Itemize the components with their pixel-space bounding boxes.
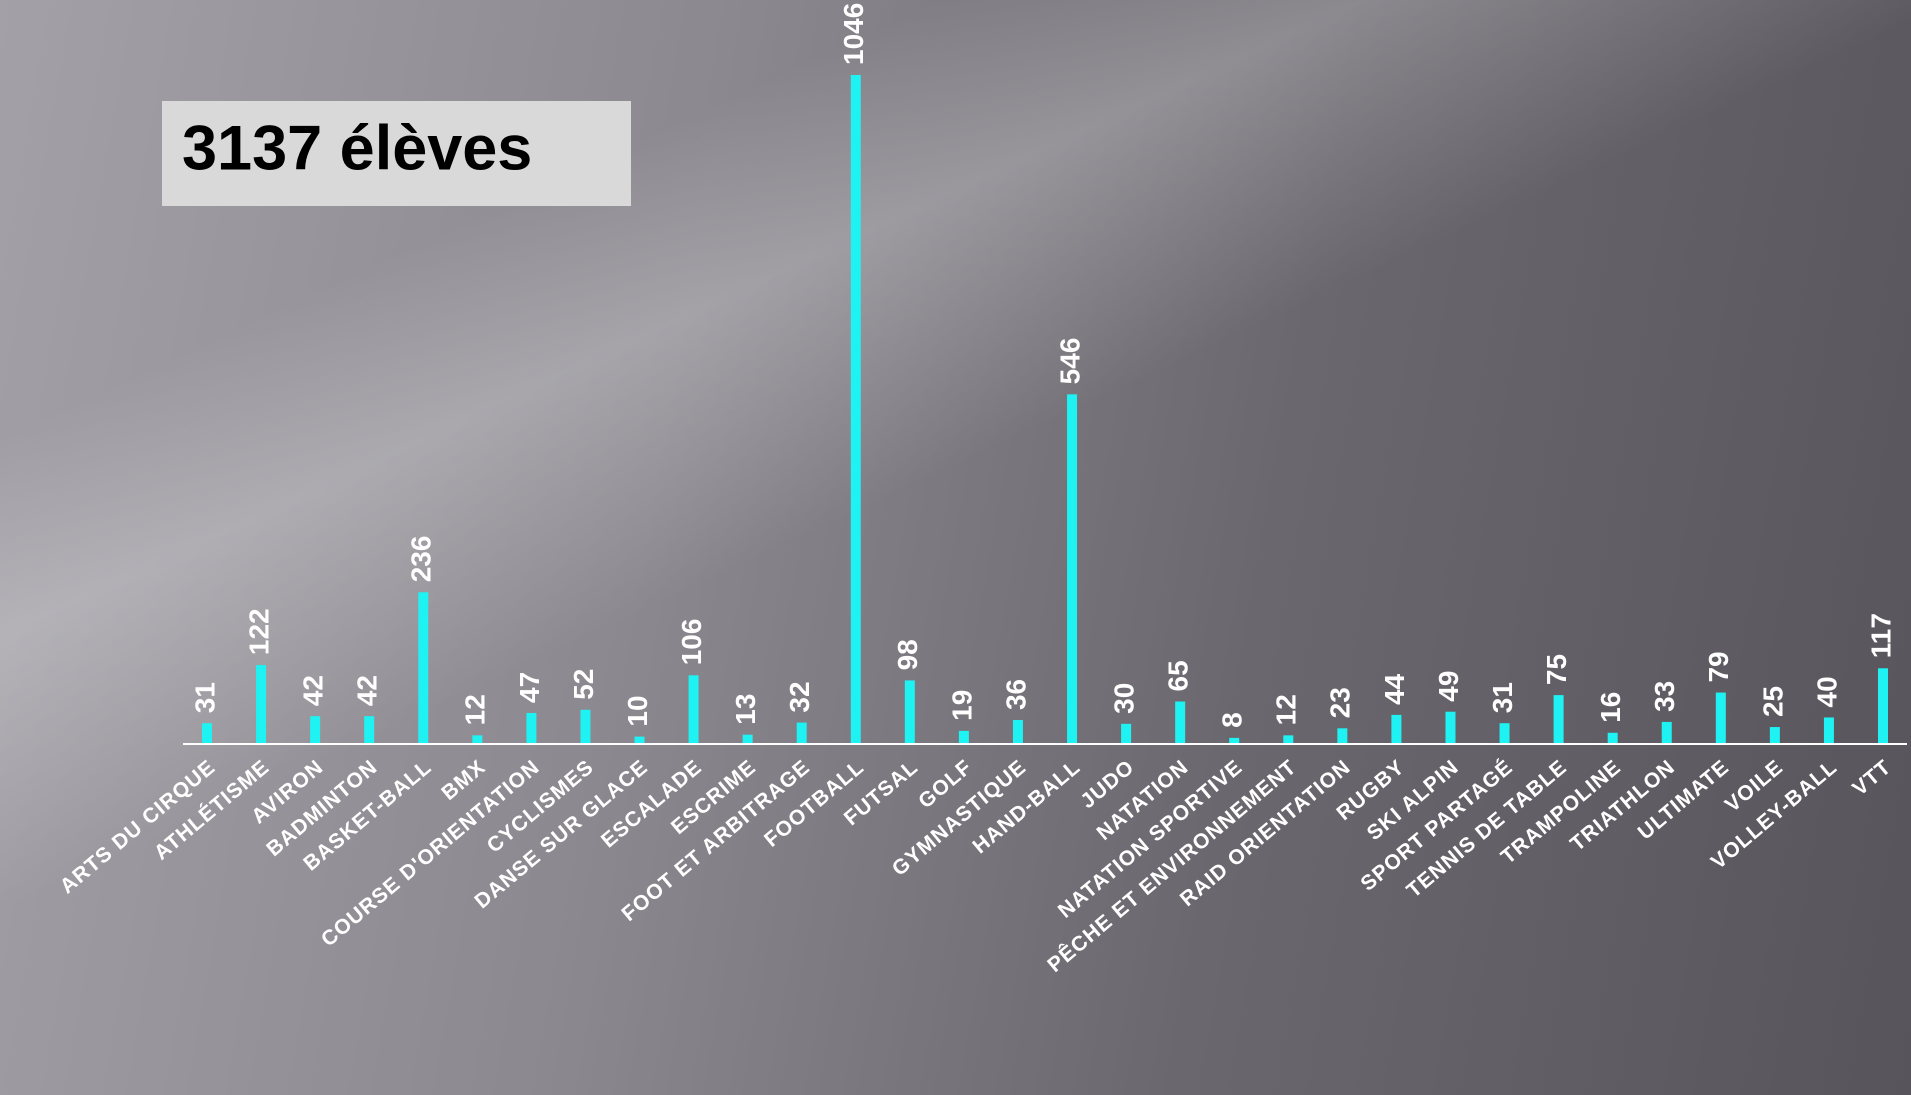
value-label: 12 bbox=[1271, 694, 1302, 725]
bar bbox=[904, 680, 915, 743]
value-label: 79 bbox=[1703, 651, 1734, 682]
value-label: 47 bbox=[514, 672, 545, 703]
value-label: 12 bbox=[460, 694, 491, 725]
value-label: 98 bbox=[892, 639, 923, 670]
bar bbox=[310, 716, 321, 743]
bar bbox=[1661, 721, 1672, 743]
value-label: 42 bbox=[298, 675, 329, 706]
value-label: 44 bbox=[1379, 673, 1410, 705]
value-label: 40 bbox=[1811, 676, 1842, 707]
value-label: 106 bbox=[676, 619, 707, 666]
bar bbox=[850, 75, 861, 743]
bar bbox=[526, 712, 537, 743]
bar bbox=[1337, 728, 1348, 743]
bar bbox=[1607, 732, 1618, 743]
value-label: 19 bbox=[946, 690, 977, 721]
bar bbox=[580, 709, 591, 743]
bar bbox=[1715, 692, 1726, 743]
bar bbox=[1067, 394, 1078, 743]
value-label: 1046 bbox=[838, 3, 869, 65]
value-label: 42 bbox=[352, 675, 383, 706]
bar bbox=[364, 716, 375, 743]
bar bbox=[688, 675, 699, 743]
value-label: 236 bbox=[406, 536, 437, 583]
category-label: VTT bbox=[1848, 755, 1895, 800]
bar bbox=[1499, 723, 1510, 743]
bar bbox=[472, 735, 483, 743]
bar bbox=[202, 723, 212, 743]
bar bbox=[1553, 695, 1564, 743]
bar bbox=[634, 736, 645, 743]
value-label: 31 bbox=[1487, 682, 1518, 713]
value-label: 49 bbox=[1433, 671, 1464, 702]
value-label: 8 bbox=[1217, 712, 1248, 728]
value-label: 65 bbox=[1163, 660, 1194, 691]
value-label: 16 bbox=[1595, 692, 1626, 723]
value-label: 30 bbox=[1108, 683, 1139, 714]
bar bbox=[1823, 717, 1834, 743]
bar bbox=[742, 734, 753, 743]
value-label: 13 bbox=[730, 694, 761, 725]
value-label: 75 bbox=[1541, 654, 1572, 685]
value-label: 23 bbox=[1325, 687, 1356, 718]
bar bbox=[1012, 720, 1023, 743]
value-label: 36 bbox=[1000, 679, 1031, 710]
bar bbox=[1878, 668, 1888, 743]
bar bbox=[1121, 723, 1132, 743]
bar bbox=[1391, 714, 1402, 743]
bar bbox=[1229, 737, 1240, 743]
bar bbox=[418, 592, 429, 743]
value-label: 52 bbox=[568, 669, 599, 700]
bar bbox=[1283, 735, 1294, 743]
value-label: 33 bbox=[1649, 681, 1680, 712]
value-label: 25 bbox=[1757, 686, 1788, 717]
bar bbox=[1175, 701, 1186, 743]
bar bbox=[796, 722, 807, 743]
value-label: 546 bbox=[1054, 338, 1085, 385]
value-label: 31 bbox=[189, 682, 220, 713]
value-label: 122 bbox=[243, 608, 274, 655]
bar bbox=[256, 665, 267, 743]
bar bbox=[958, 730, 969, 743]
value-label: 32 bbox=[784, 681, 815, 712]
value-label: 10 bbox=[622, 695, 653, 726]
value-label: 117 bbox=[1865, 613, 1896, 658]
annotation-box bbox=[162, 101, 631, 206]
bar bbox=[1769, 727, 1780, 743]
bar bbox=[1445, 711, 1456, 743]
annotation: 3137 élèves bbox=[182, 114, 532, 184]
